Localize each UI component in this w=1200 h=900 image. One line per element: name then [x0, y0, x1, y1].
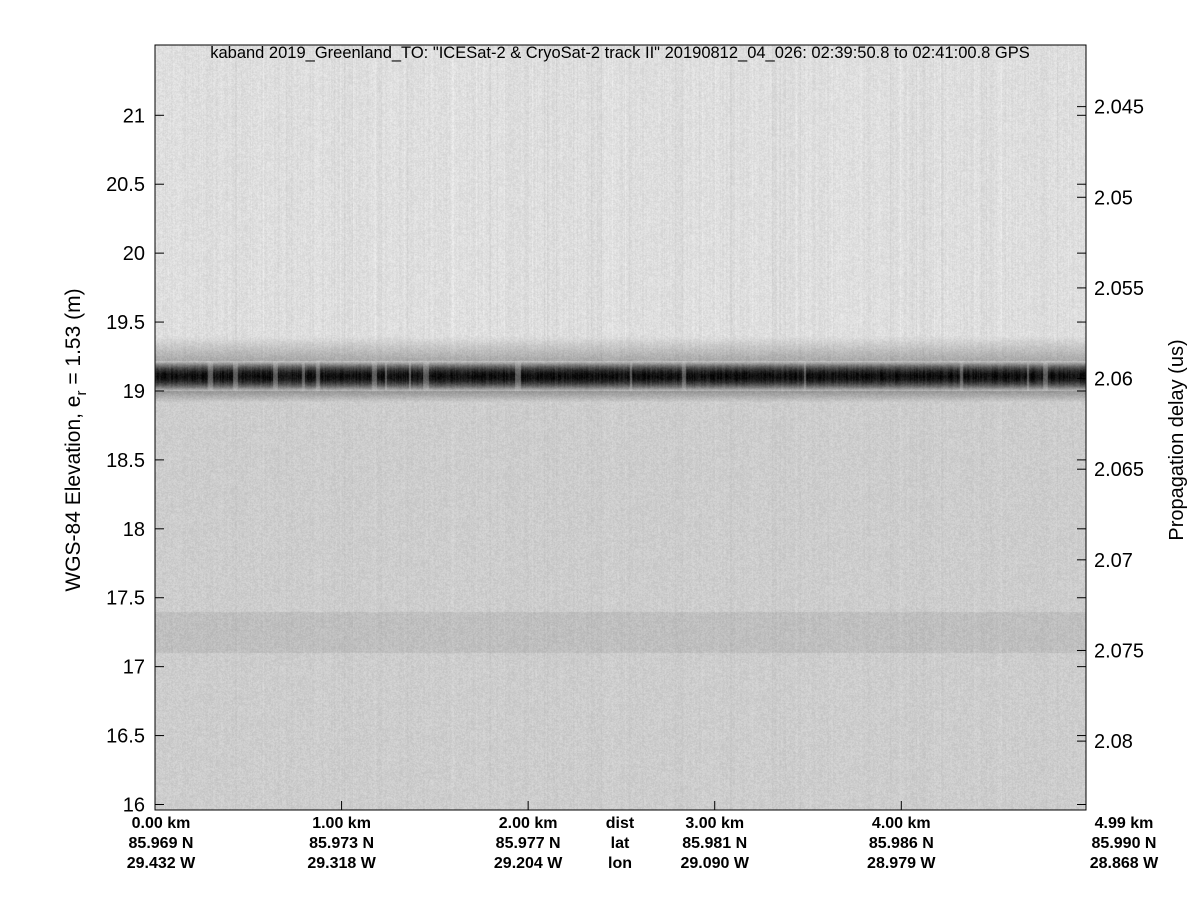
x-tick-lon: 28.868 W	[1090, 855, 1159, 872]
right-tick-label: 2.06	[1094, 369, 1133, 391]
chart-title: kaband 2019_Greenland_TO: "ICESat-2 & Cr…	[210, 44, 1030, 62]
x-tick-dist: 1.00 km	[312, 815, 371, 832]
right-tick-label: 2.065	[1094, 459, 1144, 481]
left-tick-label: 18.5	[106, 450, 145, 472]
left-tick-label: 21	[123, 105, 145, 127]
left-tick-label: 16.5	[106, 726, 145, 748]
left-tick-label: 19	[123, 381, 145, 403]
right-tick-label: 2.045	[1094, 97, 1144, 119]
left-tick-label: 19.5	[106, 312, 145, 334]
left-tick-label: 18	[123, 519, 145, 541]
x-tick-lon: 29.318 W	[307, 855, 376, 872]
right-tick-label: 2.075	[1094, 640, 1144, 662]
right-tick-label: 2.055	[1094, 278, 1144, 300]
x-tick-lat: 85.990 N	[1092, 835, 1157, 852]
right-axis-label: Propagation delay (us)	[1166, 339, 1188, 540]
left-tick-label: 17	[123, 657, 145, 679]
right-tick-label: 2.08	[1094, 731, 1133, 753]
x-tick-dist: 4.99 km	[1095, 815, 1154, 832]
echogram-image	[155, 45, 1086, 810]
plot-frame	[154, 44, 1087, 811]
x-tick-lat: 85.986 N	[869, 835, 934, 852]
right-tick-label: 2.05	[1094, 187, 1133, 209]
x-tick-dist: 3.00 km	[685, 815, 744, 832]
left-tick-label: 16	[123, 794, 145, 816]
x-tick-lon: 28.979 W	[867, 855, 936, 872]
x-tick-lat: 85.969 N	[129, 835, 194, 852]
x-row-label-lat: lat	[611, 835, 630, 852]
left-tick-label: 17.5	[106, 588, 145, 610]
left-tick-label: 20.5	[106, 174, 145, 196]
x-tick-lat: 85.981 N	[682, 835, 747, 852]
x-row-label-lon: lon	[608, 855, 632, 872]
x-tick-lon: 29.204 W	[494, 855, 563, 872]
x-tick-dist: 2.00 km	[499, 815, 558, 832]
x-tick-dist: 4.00 km	[872, 815, 931, 832]
x-tick-lon: 29.090 W	[680, 855, 749, 872]
x-tick-lat: 85.977 N	[496, 835, 561, 852]
right-tick-label: 2.07	[1094, 550, 1133, 572]
x-tick-dist: 0.00 km	[132, 815, 191, 832]
left-axis-label: WGS-84 Elevation, er = 1.53 (m)	[62, 288, 90, 591]
left-tick-label: 20	[123, 243, 145, 265]
x-tick-lat: 85.973 N	[309, 835, 374, 852]
x-tick-lon: 29.432 W	[127, 855, 196, 872]
x-row-label-dist: dist	[606, 815, 635, 832]
